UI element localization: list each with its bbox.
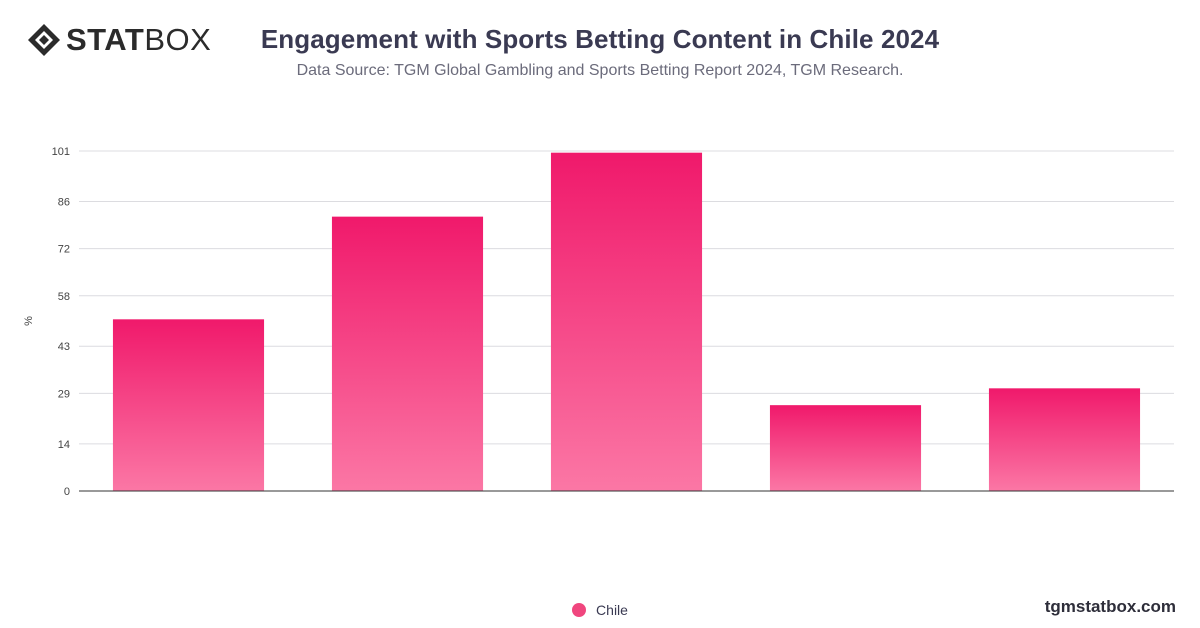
logo-text: STATBOX bbox=[66, 22, 211, 58]
y-tick-label: 14 bbox=[58, 439, 70, 451]
y-axis-label: % bbox=[23, 316, 35, 326]
bar-3[interactable] bbox=[550, 152, 703, 491]
bar-chart: 0 14 29 43 58 72 86 101 % bbox=[23, 146, 1174, 498]
logo-text-light: BOX bbox=[144, 22, 212, 57]
y-axis-ticks: 0 14 29 43 58 72 86 101 bbox=[52, 146, 70, 498]
bar-1[interactable] bbox=[112, 319, 265, 491]
bar-5[interactable] bbox=[988, 388, 1141, 491]
chart-subtitle: Data Source: TGM Global Gambling and Spo… bbox=[296, 62, 904, 79]
y-tick-label: 0 bbox=[64, 486, 70, 498]
legend-label-chile: Chile bbox=[596, 602, 628, 618]
legend-swatch-chile bbox=[572, 603, 587, 617]
y-tick-label: 58 bbox=[58, 291, 70, 303]
statbox-logo: STATBOX bbox=[26, 22, 211, 58]
y-tick-label: 72 bbox=[58, 244, 70, 256]
y-tick-label: 43 bbox=[58, 341, 70, 353]
bar-2[interactable] bbox=[331, 216, 484, 492]
chart-legend[interactable]: Chile bbox=[0, 602, 1200, 618]
bar-4[interactable] bbox=[769, 405, 922, 491]
bars bbox=[112, 152, 1141, 492]
site-url[interactable]: tgmstatbox.com bbox=[1044, 597, 1176, 616]
logo-text-bold: STAT bbox=[66, 22, 145, 57]
y-tick-label: 86 bbox=[58, 196, 70, 208]
statbox-logo-icon bbox=[28, 24, 60, 56]
y-tick-label: 101 bbox=[52, 146, 70, 158]
y-tick-label: 29 bbox=[58, 388, 70, 400]
chart-title: Engagement with Sports Betting Content i… bbox=[260, 24, 940, 54]
